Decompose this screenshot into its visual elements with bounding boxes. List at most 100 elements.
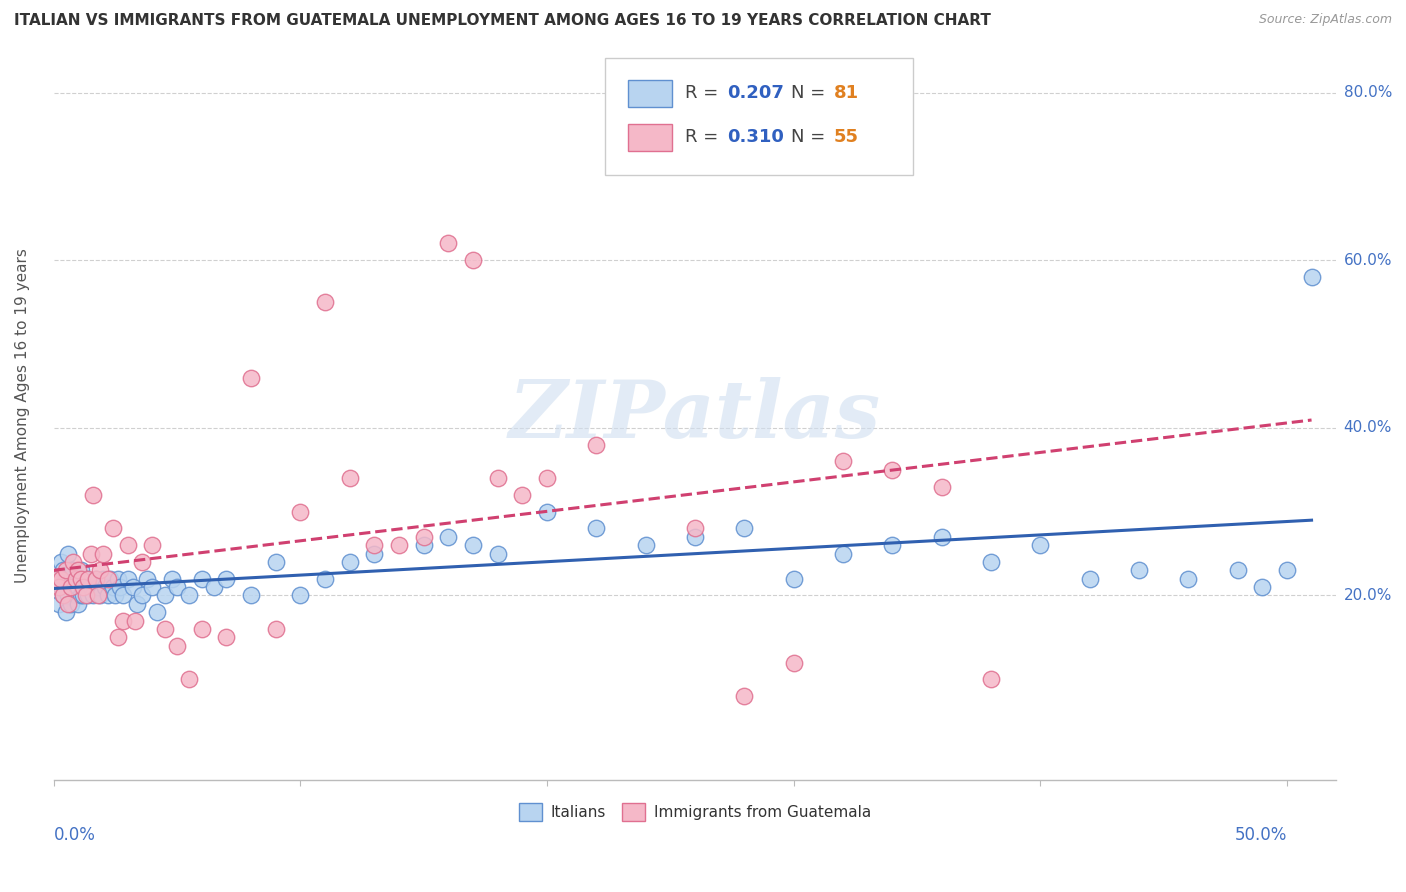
- Point: [127, 597, 149, 611]
- Text: Source: ZipAtlas.com: Source: ZipAtlas.com: [1258, 13, 1392, 27]
- Text: ZIPatlas: ZIPatlas: [509, 376, 882, 454]
- Text: N =: N =: [792, 84, 825, 102]
- Point: [585, 521, 607, 535]
- Text: 0.207: 0.207: [727, 84, 785, 102]
- Point: [314, 295, 336, 310]
- Text: 80.0%: 80.0%: [1344, 85, 1392, 100]
- Point: [59, 597, 82, 611]
- Text: N =: N =: [792, 128, 825, 145]
- Point: [634, 538, 657, 552]
- Point: [75, 580, 97, 594]
- Point: [79, 580, 101, 594]
- Point: [1251, 580, 1274, 594]
- Legend: Italians, Immigrants from Guatemala: Italians, Immigrants from Guatemala: [513, 797, 877, 827]
- Point: [131, 555, 153, 569]
- Point: [104, 589, 127, 603]
- Point: [55, 605, 77, 619]
- Point: [77, 589, 100, 603]
- Point: [461, 538, 484, 552]
- Point: [79, 547, 101, 561]
- Point: [89, 563, 111, 577]
- Point: [190, 572, 212, 586]
- Point: [69, 563, 91, 577]
- Point: [179, 589, 201, 603]
- Text: 40.0%: 40.0%: [1344, 420, 1392, 435]
- Text: 20.0%: 20.0%: [1344, 588, 1392, 603]
- Point: [782, 656, 804, 670]
- Point: [62, 555, 84, 569]
- Text: R =: R =: [685, 128, 724, 145]
- Point: [117, 538, 139, 552]
- Point: [97, 572, 120, 586]
- Point: [153, 589, 176, 603]
- Point: [166, 580, 188, 594]
- Point: [215, 572, 238, 586]
- Point: [290, 589, 312, 603]
- Text: 50.0%: 50.0%: [1234, 826, 1286, 844]
- Point: [65, 572, 87, 586]
- Point: [461, 253, 484, 268]
- Point: [59, 580, 82, 594]
- Point: [101, 521, 124, 535]
- Point: [69, 589, 91, 603]
- Point: [363, 547, 385, 561]
- Point: [832, 547, 855, 561]
- Point: [683, 530, 706, 544]
- Point: [108, 580, 131, 594]
- Point: [52, 589, 75, 603]
- Point: [1128, 563, 1150, 577]
- Point: [136, 572, 159, 586]
- Y-axis label: Unemployment Among Ages 16 to 19 years: Unemployment Among Ages 16 to 19 years: [15, 248, 30, 582]
- Point: [87, 589, 110, 603]
- Point: [1177, 572, 1199, 586]
- Point: [264, 622, 287, 636]
- Point: [141, 580, 163, 594]
- Point: [91, 572, 114, 586]
- Point: [1078, 572, 1101, 586]
- Point: [84, 572, 107, 586]
- Point: [52, 563, 75, 577]
- Point: [782, 572, 804, 586]
- Point: [239, 370, 262, 384]
- Point: [111, 589, 134, 603]
- Point: [634, 145, 657, 159]
- Point: [536, 471, 558, 485]
- Point: [882, 463, 904, 477]
- Point: [49, 572, 72, 586]
- Point: [48, 580, 70, 594]
- Point: [160, 572, 183, 586]
- Point: [67, 580, 90, 594]
- Point: [62, 580, 84, 594]
- Point: [239, 589, 262, 603]
- Point: [72, 580, 94, 594]
- Point: [1301, 270, 1323, 285]
- Point: [179, 673, 201, 687]
- Point: [117, 572, 139, 586]
- Point: [363, 538, 385, 552]
- Point: [59, 572, 82, 586]
- Point: [683, 521, 706, 535]
- Point: [75, 572, 97, 586]
- Point: [510, 488, 533, 502]
- Point: [45, 572, 67, 586]
- Point: [58, 589, 80, 603]
- Point: [111, 614, 134, 628]
- Point: [202, 580, 225, 594]
- Point: [65, 589, 87, 603]
- Point: [980, 673, 1002, 687]
- Point: [94, 580, 117, 594]
- Point: [89, 589, 111, 603]
- Point: [146, 605, 169, 619]
- Point: [290, 505, 312, 519]
- Point: [437, 236, 460, 251]
- Point: [1275, 563, 1298, 577]
- Point: [107, 572, 129, 586]
- Point: [1029, 538, 1052, 552]
- Point: [141, 538, 163, 552]
- Point: [87, 580, 110, 594]
- Text: ITALIAN VS IMMIGRANTS FROM GUATEMALA UNEMPLOYMENT AMONG AGES 16 TO 19 YEARS CORR: ITALIAN VS IMMIGRANTS FROM GUATEMALA UNE…: [14, 13, 991, 29]
- Point: [339, 555, 361, 569]
- Text: 0.0%: 0.0%: [53, 826, 96, 844]
- Point: [339, 471, 361, 485]
- Point: [412, 538, 434, 552]
